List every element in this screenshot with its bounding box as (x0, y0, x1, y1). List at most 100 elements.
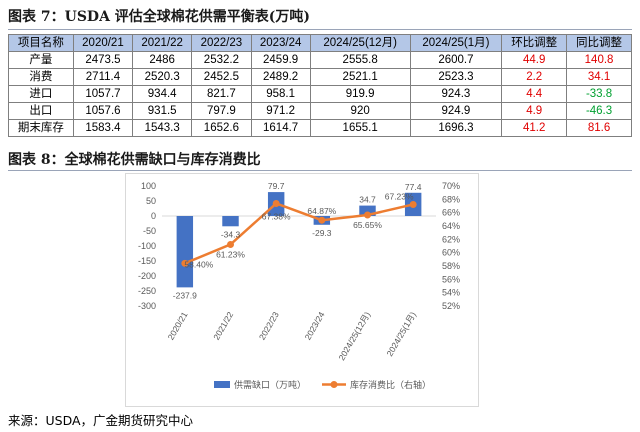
table-cell: 2489.2 (250, 68, 311, 86)
header-cell: 2020/21 (72, 34, 134, 52)
right-axis-tick-label: 68% (442, 194, 460, 204)
table-cell: 971.2 (250, 102, 311, 120)
left-axis-tick-label: -200 (138, 271, 156, 281)
left-axis-tick-label: 0 (151, 211, 156, 221)
gap-bar (176, 216, 194, 288)
x-axis-tick-label: 2024/25(1月) (384, 310, 418, 358)
x-axis-tick-label: 2022/23 (257, 310, 281, 342)
legend-bar-label: 供需缺口（万吨） (234, 379, 306, 390)
right-axis-tick-label: 60% (442, 248, 460, 258)
header-cell: 2024/25(1月) (409, 34, 503, 52)
left-axis-tick-label: -100 (138, 241, 156, 251)
table-cell: 2459.9 (250, 51, 311, 69)
ratio-line (184, 202, 414, 265)
right-axis-tick-label: 64% (442, 221, 460, 231)
table-caption: 图表 7：USDA 评估全球棉花供需平衡表(万吨) (8, 9, 311, 25)
table-cell: 1696.3 (409, 119, 503, 137)
table-cell: 2600.7 (409, 51, 503, 69)
x-axis-tick-label: 2023/24 (303, 310, 327, 342)
ratio-data-label: 64.87% (307, 206, 336, 216)
table-row: 出口 1057.6 931.5 797.9 971.2 920 924.9 4.… (8, 102, 632, 120)
left-axis-tick-label: -250 (138, 286, 156, 296)
table-cell: 2711.4 (72, 68, 134, 86)
ratio-point (409, 200, 417, 208)
table-cell: 920 (309, 102, 411, 120)
ratio-data-label: 65.65% (353, 220, 382, 230)
yoy-change-cell: 34.1 (566, 68, 632, 86)
table-cell: 931.5 (132, 102, 193, 120)
table-cell: 924.3 (409, 85, 503, 103)
ratio-data-label: 58.40% (184, 259, 213, 269)
gap-data-label: 77.4 (405, 182, 422, 192)
table-cell: 1057.6 (72, 102, 134, 120)
table-cell: 2520.3 (132, 68, 193, 86)
gap-bar (222, 216, 239, 227)
x-axis-tick-label: 2020/21 (166, 310, 190, 342)
ratio-point (364, 211, 371, 219)
ratio-point (272, 199, 280, 207)
mom-change-cell: 4.4 (501, 85, 568, 103)
supply-demand-table: 项目名称 2020/21 2021/22 2022/23 2023/24 202… (8, 34, 632, 137)
legend-bar-swatch (214, 381, 230, 388)
row-label: 消费 (8, 68, 74, 86)
header-cell: 2023/24 (250, 34, 311, 52)
table-cell: 2452.5 (191, 68, 252, 86)
table-cell: 934.4 (132, 85, 193, 103)
header-cell: 环比调整 (501, 34, 568, 52)
header-cell: 同比调整 (566, 34, 632, 52)
mom-change-cell: 4.9 (501, 102, 568, 120)
gap-and-ratio-chart: 100 50 0 -50 -100 -150 -200 -250 -300 70% 68% 66% 64… (125, 173, 479, 407)
left-axis-tick-label: 100 (141, 181, 156, 191)
mom-change-cell: 2.2 (501, 68, 568, 86)
right-axis-tick-label: 62% (442, 234, 460, 244)
table-cell: 2555.8 (309, 51, 411, 69)
row-label: 期末库存 (8, 119, 74, 137)
yoy-change-cell: -33.8 (566, 85, 632, 103)
table-cell: 1652.6 (191, 119, 252, 137)
ratio-data-label: 67.23% (385, 191, 414, 201)
ratio-data-label: 67.38% (262, 211, 291, 221)
yoy-change-cell: 140.8 (566, 51, 632, 69)
header-cell: 2022/23 (191, 34, 252, 52)
header-cell: 2021/22 (132, 34, 193, 52)
right-axis-tick-label: 52% (442, 301, 460, 311)
table-row: 产量 2473.5 2486 2532.2 2459.9 2555.8 2600… (8, 51, 632, 69)
table-cell: 821.7 (191, 85, 252, 103)
chart-caption: 图表 8：全球棉花供需缺口与库存消费比 (8, 152, 261, 168)
yoy-change-cell: -46.3 (566, 102, 632, 120)
left-axis-tick-label: -50 (143, 226, 156, 236)
right-axis-tick-label: 54% (442, 288, 460, 298)
gap-data-label: -29.3 (312, 228, 332, 238)
chart-caption-rule (8, 170, 632, 171)
right-axis-tick-label: 70% (442, 181, 460, 191)
table-cell: 958.1 (250, 85, 311, 103)
table-cell: 1057.7 (72, 85, 134, 103)
row-label: 出口 (8, 102, 74, 120)
table-cell: 797.9 (191, 102, 252, 120)
x-axis-tick-label: 2024/25(12月) (336, 310, 372, 362)
gap-data-label: -34.3 (221, 229, 241, 239)
left-axis-tick-label: -150 (138, 256, 156, 266)
right-axis-tick-label: 66% (442, 208, 460, 218)
right-axis-tick-label: 56% (442, 274, 460, 284)
table-row: 消费 2711.4 2520.3 2452.5 2489.2 2521.1 25… (8, 68, 632, 86)
chart-svg: 100 50 0 -50 -100 -150 -200 -250 -300 70% 68% 66% 64… (138, 181, 460, 390)
ratio-point (227, 240, 234, 248)
table-cell: 1655.1 (309, 119, 411, 137)
source-note: 来源：USDA，广金期货研究中心 (8, 413, 194, 428)
table-header-row: 项目名称 2020/21 2021/22 2022/23 2023/24 202… (8, 34, 632, 52)
row-label: 产量 (8, 51, 74, 69)
table-cell: 919.9 (309, 85, 411, 103)
table-cell: 2486 (132, 51, 193, 69)
legend-line-marker (330, 381, 338, 388)
gap-data-label: 79.7 (268, 181, 285, 191)
mom-change-cell: 41.2 (501, 119, 568, 137)
header-cell: 项目名称 (8, 34, 74, 52)
yoy-change-cell: 81.6 (566, 119, 632, 137)
table-cell: 1614.7 (250, 119, 311, 137)
gap-data-label: 34.7 (359, 195, 376, 205)
left-axis-tick-label: -300 (138, 301, 156, 311)
table-cell: 1583.4 (72, 119, 134, 137)
table-cell: 2523.3 (409, 68, 503, 86)
row-label: 进口 (8, 85, 74, 103)
